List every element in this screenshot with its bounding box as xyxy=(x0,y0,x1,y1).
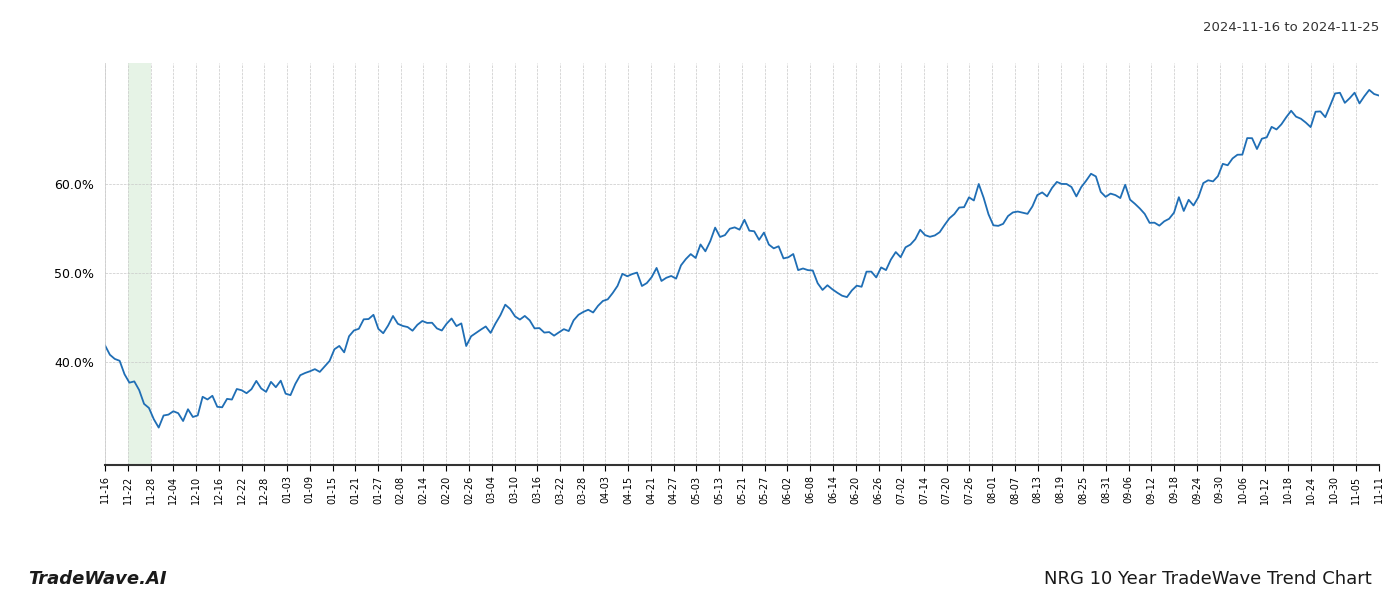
Text: 2024-11-16 to 2024-11-25: 2024-11-16 to 2024-11-25 xyxy=(1203,21,1379,34)
Bar xyxy=(127,63,151,465)
Text: TradeWave.AI: TradeWave.AI xyxy=(28,570,167,588)
Text: NRG 10 Year TradeWave Trend Chart: NRG 10 Year TradeWave Trend Chart xyxy=(1044,570,1372,588)
